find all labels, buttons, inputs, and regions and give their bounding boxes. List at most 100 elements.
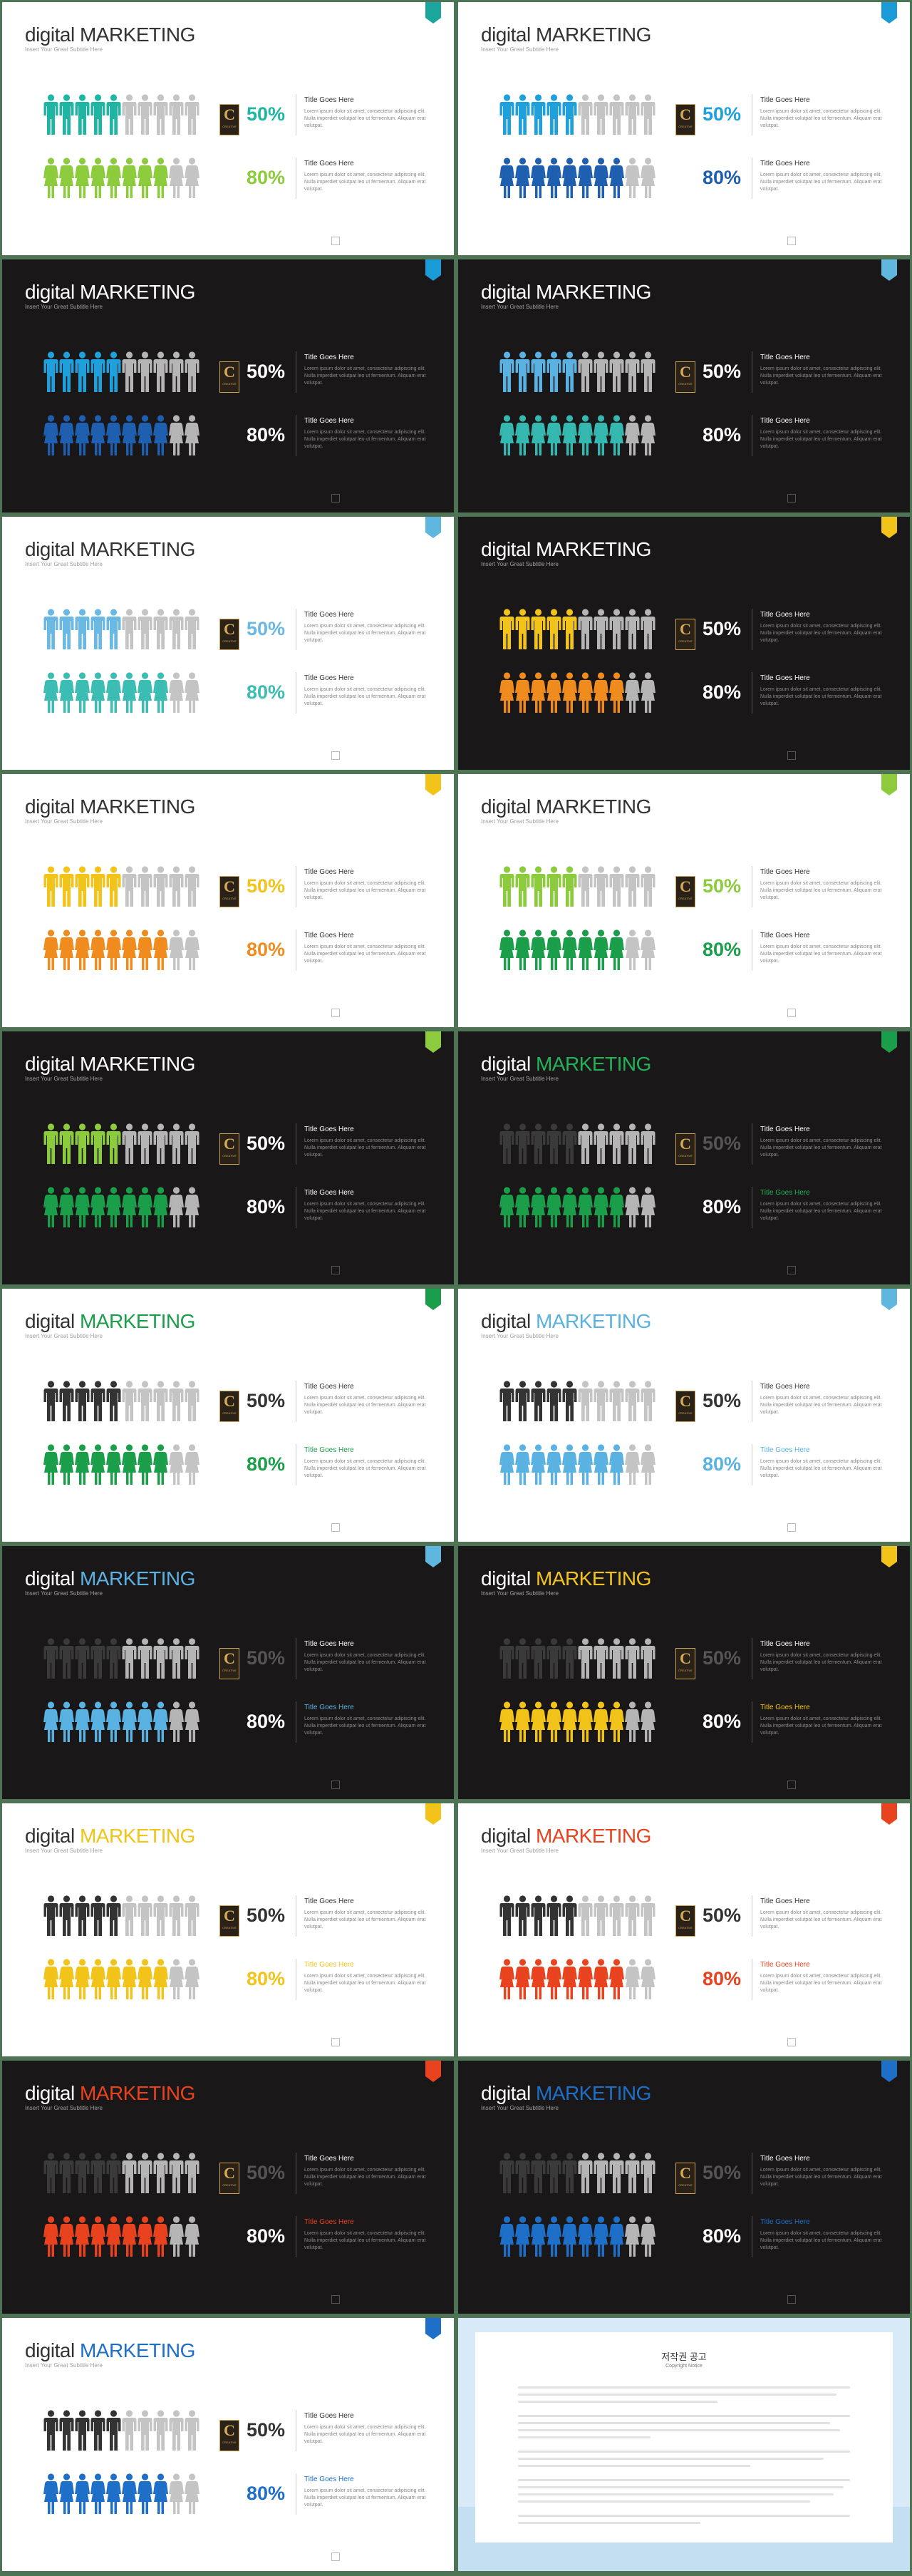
woman-figure-icon [578,1444,593,1485]
corner-tag [881,2061,897,2082]
man-figure-icon [106,1123,121,1164]
percent-value-top: 50% [703,1133,742,1154]
man-figure-icon [59,609,74,649]
woman-figure-icon [185,158,200,198]
pictogram-row-bottom [499,413,656,456]
block-heading: Title Goes Here [304,417,354,425]
pictogram-row-bottom [499,1700,656,1743]
title-right: MARKETING [79,24,195,46]
woman-figure-icon [515,415,530,455]
woman-figure-icon [594,672,608,713]
text-block-bottom: Title Goes Here Lorem ipsum dolor sit ame… [304,2218,432,2252]
text-block-bottom: Title Goes Here Lorem ipsum dolor sit ame… [760,932,888,965]
block-body: Lorem ipsum dolor sit amet, consectetur … [304,881,426,900]
woman-figure-icon [43,415,58,455]
man-figure-icon [138,609,152,649]
logo-text: CREATIVE [678,1411,693,1415]
woman-figure-icon [106,1701,121,1742]
man-figure-icon [531,2153,546,2193]
woman-figure-icon [625,672,640,713]
percent-value-bottom: 80% [703,424,742,445]
man-figure-icon [59,94,74,135]
man-figure-icon [185,866,200,907]
page-number-box [331,494,340,503]
block-heading: Title Goes Here [760,2155,810,2163]
pictogram-row-top [499,607,656,650]
block-heading: Title Goes Here [760,1897,810,1905]
woman-figure-icon [625,1444,640,1485]
notice-text-lines [518,2386,850,2529]
corner-tag [425,517,441,538]
title-right: MARKETING [535,795,651,818]
man-figure-icon [75,2153,90,2193]
woman-figure-icon [153,2473,168,2514]
woman-figure-icon [90,672,105,713]
woman-figure-icon [138,1444,152,1485]
woman-figure-icon [122,1959,137,1999]
woman-figure-icon [625,158,640,198]
block-body: Lorem ipsum dolor sit amet, consectetur … [304,624,426,643]
pictogram-row-top [43,350,200,393]
corner-tag [425,2318,441,2339]
title-left: digital [25,2339,80,2361]
percent-value-top: 50% [703,1647,742,1669]
notice-title: 저작권 공고 [661,2351,707,2362]
block-heading: Title Goes Here [304,1961,354,1969]
block-heading: Title Goes Here [304,354,354,361]
man-figure-icon [594,1381,608,1421]
slide-subtitle: Insert Your Great Subtitle Here [25,2105,103,2111]
text-block-top: Title Goes Here Lorem ipsum dolor sit ame… [304,1125,432,1159]
man-figure-icon [59,351,74,392]
block-body: Lorem ipsum dolor sit amet, consectetur … [760,1396,882,1415]
man-figure-icon [625,1638,640,1679]
man-figure-icon [531,351,546,392]
text-block-top: Title Goes Here Lorem ipsum dolor sit ame… [304,868,432,902]
percent-value-top: 50% [247,618,286,639]
woman-figure-icon [43,1701,58,1742]
pictogram-row-top [43,865,200,907]
woman-figure-icon [75,1187,90,1227]
corner-tag [425,1289,441,1310]
text-block-bottom: Title Goes Here Lorem ipsum dolor sit ame… [304,1961,432,1994]
man-figure-icon [138,1381,152,1421]
block-body: Lorem ipsum dolor sit amet, consectetur … [760,1716,882,1736]
title-right: MARKETING [535,1567,651,1590]
logo-letter: C [224,1392,235,1410]
woman-figure-icon [609,1187,624,1227]
title-left: digital [25,2082,80,2104]
page-number-box [331,1781,340,1789]
woman-figure-icon [499,672,514,713]
woman-figure-icon [562,672,577,713]
slide-subtitle: Insert Your Great Subtitle Here [481,818,559,825]
logo-letter: C [680,105,691,123]
woman-figure-icon [531,2216,546,2257]
text-block-bottom: Title Goes Here Lorem ipsum dolor sit ame… [304,1189,432,1222]
woman-figure-icon [90,415,105,455]
slide-subtitle: Insert Your Great Subtitle Here [25,818,103,825]
man-figure-icon [43,1895,58,1936]
man-figure-icon [122,2153,137,2193]
woman-figure-icon [515,672,530,713]
man-figure-icon [625,609,640,649]
woman-figure-icon [169,929,184,970]
block-body: Lorem ipsum dolor sit amet, consectetur … [304,2168,426,2187]
slide-subtitle: Insert Your Great Subtitle Here [481,1848,559,1854]
man-figure-icon [609,1123,624,1164]
brand-logo: C CREATIVE [219,1905,239,1937]
pictogram-row-top [43,2151,200,2194]
logo-text: CREATIVE [222,1669,237,1672]
pictogram-row-top [499,2151,656,2194]
text-block-bottom: Title Goes Here Lorem ipsum dolor sit ame… [304,932,432,965]
man-figure-icon [641,609,656,649]
man-figure-icon [562,1381,577,1421]
woman-figure-icon [59,158,74,198]
text-block-top: Title Goes Here Lorem ipsum dolor sit ame… [760,354,888,387]
woman-figure-icon [594,1187,608,1227]
man-figure-icon [138,1895,152,1936]
woman-figure-icon [90,929,105,970]
woman-figure-icon [106,1444,121,1485]
woman-figure-icon [578,1959,593,1999]
man-figure-icon [578,1123,593,1164]
woman-figure-icon [625,1187,640,1227]
man-figure-icon [153,351,168,392]
